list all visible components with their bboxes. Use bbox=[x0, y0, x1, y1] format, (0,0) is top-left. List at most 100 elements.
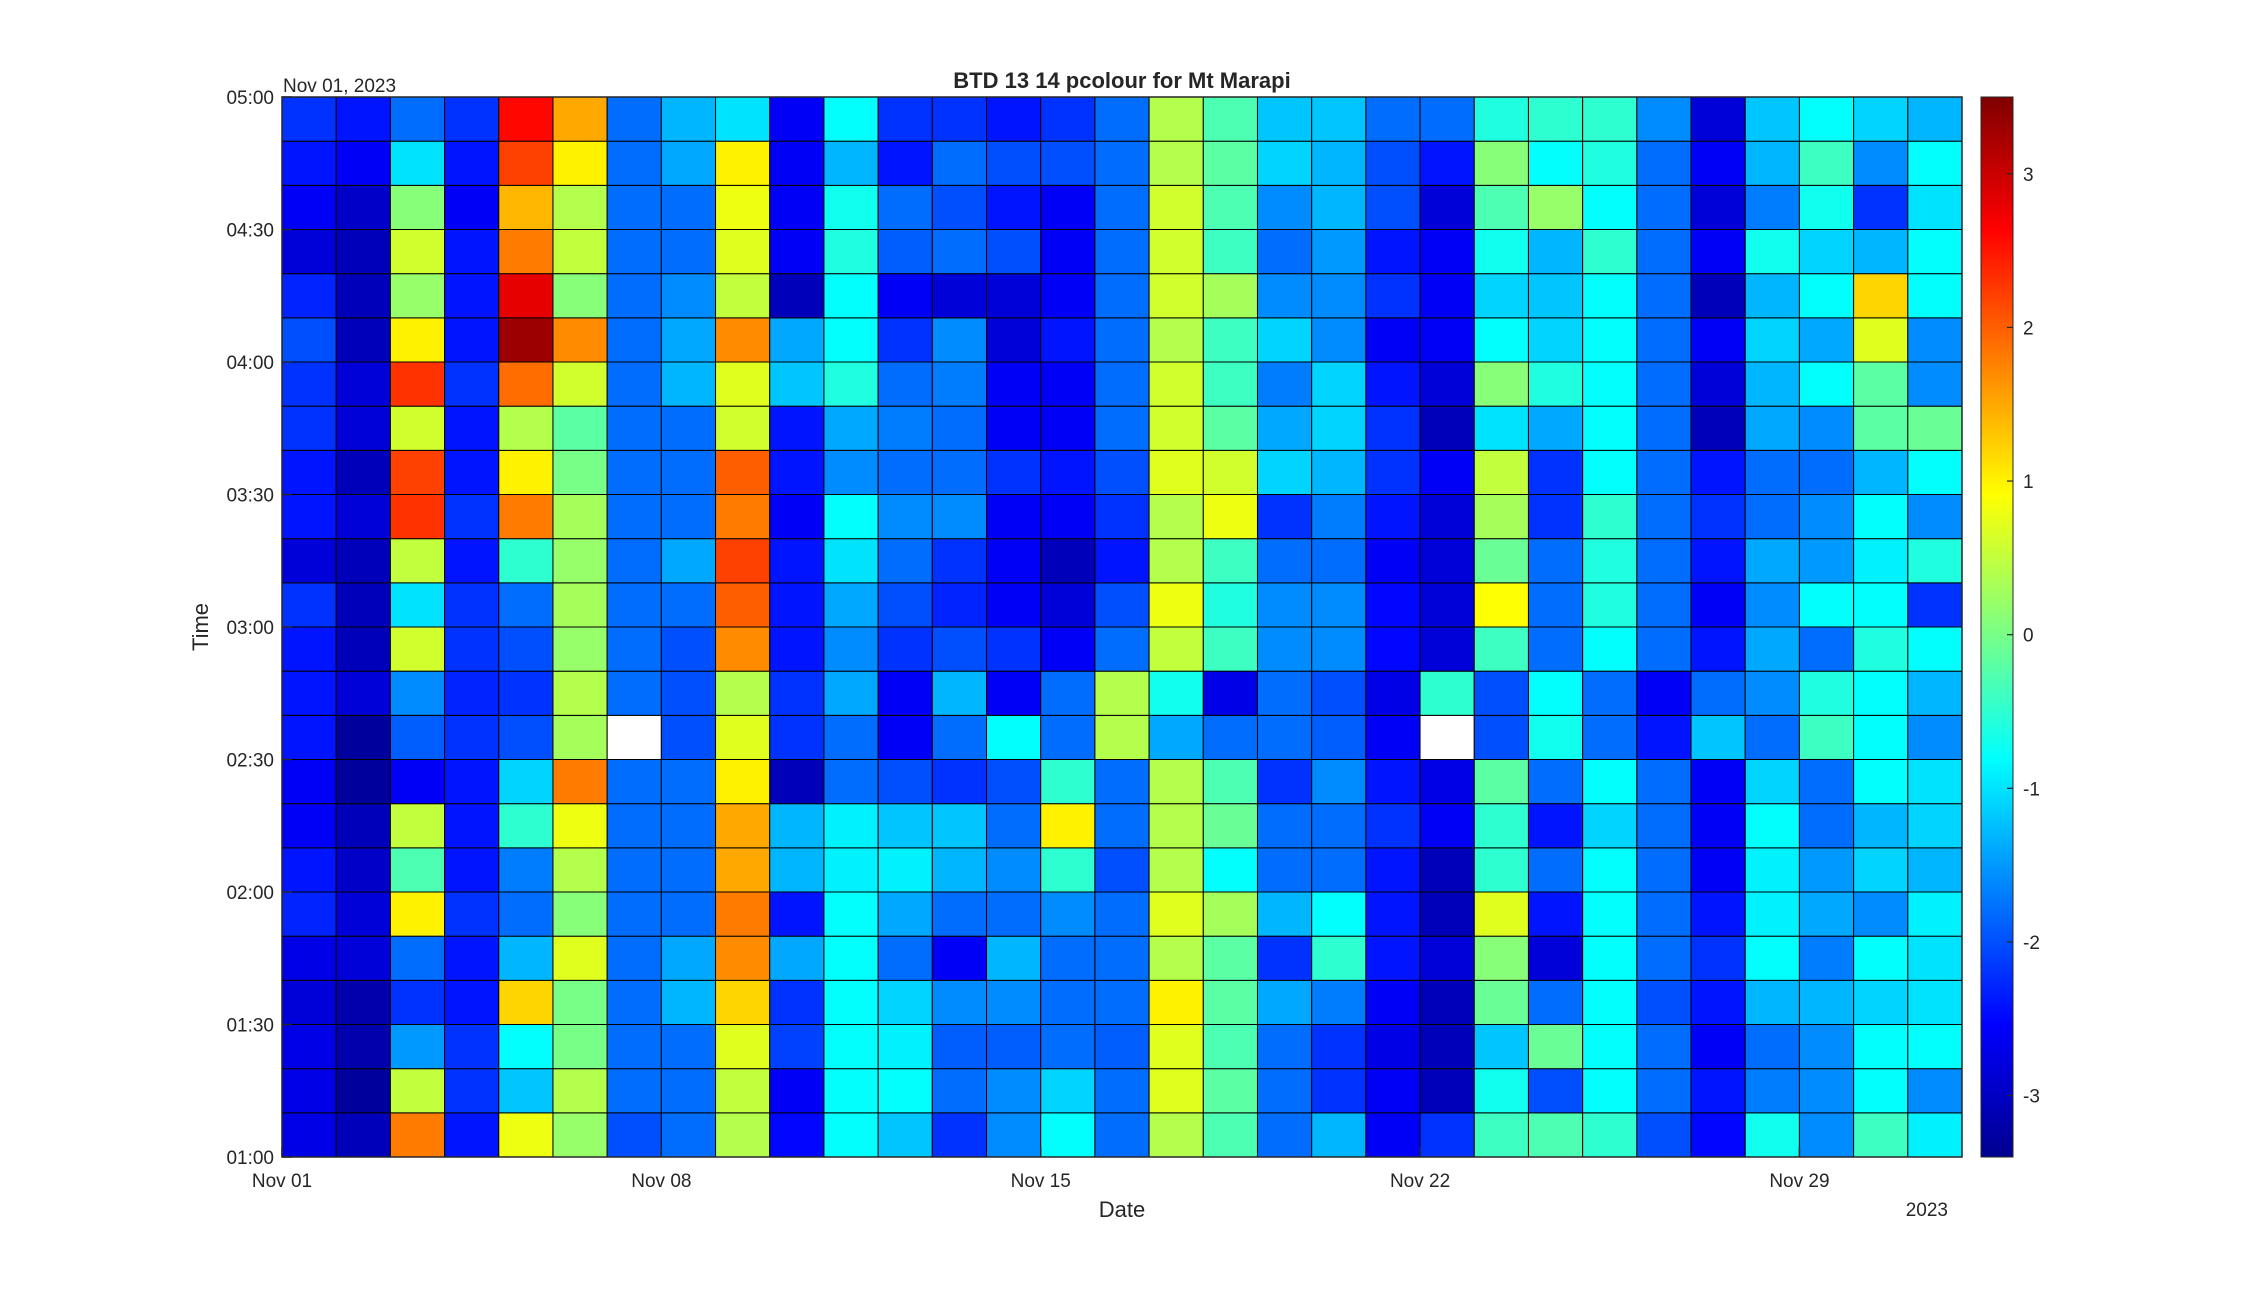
heatmap-cell bbox=[1148, 273, 1204, 319]
heatmap-cell bbox=[1148, 714, 1204, 761]
heatmap-cell bbox=[1798, 229, 1855, 275]
heatmap-cell bbox=[1690, 229, 1746, 275]
heatmap-cell bbox=[1582, 1024, 1638, 1070]
heatmap-cell bbox=[1690, 714, 1746, 761]
heatmap-cell bbox=[1853, 891, 1909, 937]
heatmap-cell bbox=[1582, 140, 1638, 186]
x-year-label: 2023 bbox=[1906, 1200, 1948, 1221]
heatmap-cell bbox=[986, 273, 1042, 319]
heatmap-cell bbox=[335, 494, 391, 540]
heatmap-cell bbox=[281, 538, 337, 584]
heatmap-cell bbox=[389, 229, 446, 275]
heatmap-cell bbox=[1148, 582, 1204, 628]
heatmap-cell bbox=[1148, 935, 1204, 981]
heatmap-cell bbox=[444, 891, 500, 937]
heatmap-cell bbox=[1527, 1068, 1584, 1114]
heatmap-cell bbox=[1473, 405, 1529, 451]
heatmap-cell bbox=[606, 1112, 662, 1158]
heatmap-cell bbox=[1419, 670, 1475, 716]
heatmap-cell bbox=[444, 273, 500, 319]
heatmap-cell bbox=[1256, 361, 1313, 407]
heatmap-cell bbox=[444, 1112, 500, 1158]
heatmap-cell bbox=[1527, 449, 1584, 495]
heatmap-cell bbox=[1907, 361, 1963, 407]
heatmap-cell bbox=[281, 935, 337, 981]
heatmap-cell bbox=[823, 847, 879, 893]
heatmap-cell bbox=[444, 229, 500, 275]
heatmap-cell bbox=[1853, 979, 1909, 1026]
heatmap-cell bbox=[1744, 538, 1800, 584]
heatmap-cell bbox=[552, 759, 608, 805]
heatmap-cell bbox=[1419, 1024, 1475, 1070]
heatmap-cell bbox=[389, 494, 446, 540]
heatmap-cell bbox=[1636, 759, 1692, 805]
heatmap-cell bbox=[606, 714, 662, 761]
heatmap-cell bbox=[660, 759, 717, 805]
heatmap-cell bbox=[931, 979, 988, 1026]
heatmap-cell bbox=[877, 229, 933, 275]
heatmap-cell bbox=[823, 670, 879, 716]
heatmap-cell bbox=[498, 273, 554, 319]
heatmap-cell bbox=[660, 229, 717, 275]
heatmap-cell bbox=[498, 935, 554, 981]
heatmap-cell bbox=[335, 582, 391, 628]
heatmap-cell bbox=[606, 184, 662, 230]
heatmap-cell bbox=[444, 1068, 500, 1114]
heatmap-cell bbox=[769, 184, 825, 230]
heatmap-cell bbox=[1473, 361, 1529, 407]
heatmap-cell bbox=[1473, 714, 1529, 761]
heatmap-cell bbox=[389, 891, 446, 937]
heatmap-cell bbox=[1148, 847, 1204, 893]
heatmap-cell bbox=[1744, 847, 1800, 893]
heatmap-cell bbox=[1473, 538, 1529, 584]
heatmap-cell bbox=[1256, 96, 1313, 142]
heatmap-cell bbox=[660, 935, 717, 981]
heatmap-cell bbox=[606, 140, 662, 186]
heatmap-cell bbox=[986, 670, 1042, 716]
heatmap-cell bbox=[986, 184, 1042, 230]
heatmap-cell bbox=[1527, 582, 1584, 628]
heatmap-cell bbox=[1040, 273, 1096, 319]
heatmap-cell bbox=[1744, 803, 1800, 849]
heatmap-cell bbox=[931, 582, 988, 628]
heatmap-cell bbox=[1636, 1068, 1692, 1114]
heatmap-cell bbox=[335, 1112, 391, 1158]
heatmap-cell bbox=[1527, 494, 1584, 540]
heatmap-cell bbox=[1148, 229, 1204, 275]
heatmap-cell bbox=[931, 273, 988, 319]
heatmap-cell bbox=[1473, 891, 1529, 937]
heatmap-cell bbox=[1040, 96, 1096, 142]
heatmap-cell bbox=[1256, 184, 1313, 230]
x-start-date-label: Nov 01, 2023 bbox=[283, 76, 396, 97]
heatmap-cell bbox=[986, 317, 1042, 363]
heatmap-cell bbox=[1853, 1112, 1909, 1158]
heatmap-cell bbox=[1148, 1112, 1204, 1158]
heatmap-cell bbox=[1040, 1068, 1096, 1114]
heatmap-cell bbox=[1256, 449, 1313, 495]
heatmap-cell bbox=[1527, 273, 1584, 319]
heatmap-cell bbox=[1473, 670, 1529, 716]
heatmap-cell bbox=[769, 538, 825, 584]
heatmap-cell bbox=[715, 538, 771, 584]
heatmap-cell bbox=[552, 184, 608, 230]
heatmap-cell bbox=[931, 405, 988, 451]
heatmap-cell bbox=[986, 759, 1042, 805]
heatmap-cell bbox=[1582, 626, 1638, 672]
heatmap-cell bbox=[986, 847, 1042, 893]
heatmap-cell bbox=[769, 847, 825, 893]
heatmap-cell bbox=[552, 935, 608, 981]
heatmap-cell bbox=[1094, 759, 1150, 805]
heatmap-cell bbox=[1094, 140, 1150, 186]
heatmap-cell bbox=[1473, 317, 1529, 363]
heatmap-cell bbox=[769, 1068, 825, 1114]
heatmap-cell bbox=[1690, 494, 1746, 540]
heatmap-cell bbox=[1582, 538, 1638, 584]
heatmap-cell bbox=[1040, 1024, 1096, 1070]
heatmap-cell bbox=[1311, 1024, 1367, 1070]
heatmap-cell bbox=[1094, 405, 1150, 451]
heatmap-cell bbox=[281, 494, 337, 540]
heatmap-cell bbox=[1690, 1024, 1746, 1070]
heatmap-cell bbox=[1907, 979, 1963, 1026]
heatmap-cell bbox=[552, 361, 608, 407]
